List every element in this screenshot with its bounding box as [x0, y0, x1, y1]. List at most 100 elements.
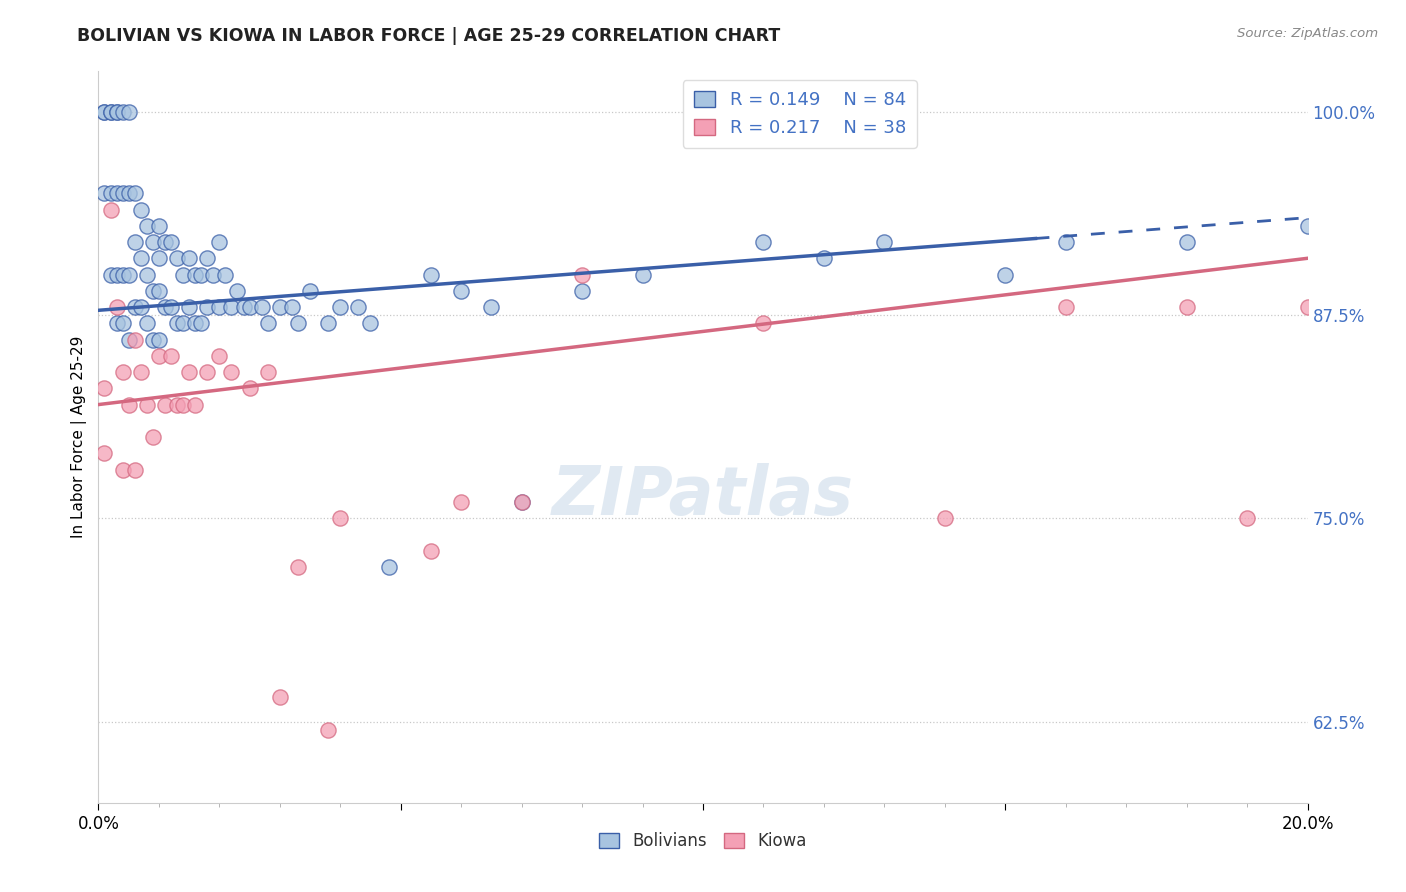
- Point: [347, 300, 370, 314]
- Point: [124, 186, 146, 201]
- Point: [934, 511, 956, 525]
- Point: [142, 333, 165, 347]
- Point: [221, 300, 243, 314]
- Point: [111, 186, 134, 201]
- Point: [111, 316, 134, 330]
- Point: [148, 284, 170, 298]
- Point: [360, 316, 382, 330]
- Point: [100, 268, 122, 282]
- Point: [111, 268, 134, 282]
- Point: [93, 446, 115, 460]
- Point: [190, 268, 212, 282]
- Point: [111, 365, 134, 379]
- Point: [142, 430, 165, 444]
- Point: [100, 105, 122, 120]
- Point: [111, 105, 134, 120]
- Point: [129, 202, 152, 217]
- Point: [118, 398, 141, 412]
- Point: [148, 333, 170, 347]
- Point: [93, 105, 115, 120]
- Point: [316, 723, 339, 737]
- Point: [299, 284, 322, 298]
- Point: [184, 268, 207, 282]
- Point: [135, 398, 157, 412]
- Point: [190, 316, 212, 330]
- Point: [510, 495, 533, 509]
- Point: [166, 398, 188, 412]
- Point: [208, 235, 231, 249]
- Point: [124, 333, 146, 347]
- Point: [316, 316, 339, 330]
- Point: [118, 268, 141, 282]
- Point: [148, 349, 170, 363]
- Point: [135, 268, 157, 282]
- Point: [93, 381, 115, 395]
- Legend: Bolivians, Kiowa: Bolivians, Kiowa: [593, 825, 813, 856]
- Point: [232, 300, 254, 314]
- Point: [1236, 511, 1258, 525]
- Point: [105, 186, 128, 201]
- Point: [450, 284, 472, 298]
- Point: [202, 268, 225, 282]
- Point: [153, 235, 176, 249]
- Point: [208, 349, 231, 363]
- Point: [269, 300, 291, 314]
- Point: [1054, 300, 1077, 314]
- Point: [105, 105, 128, 120]
- Point: [1054, 235, 1077, 249]
- Point: [118, 105, 141, 120]
- Point: [166, 316, 188, 330]
- Point: [93, 186, 115, 201]
- Point: [179, 252, 201, 266]
- Point: [377, 560, 399, 574]
- Point: [329, 300, 352, 314]
- Point: [184, 316, 207, 330]
- Point: [160, 300, 183, 314]
- Point: [172, 316, 194, 330]
- Point: [105, 268, 128, 282]
- Point: [129, 252, 152, 266]
- Y-axis label: In Labor Force | Age 25-29: In Labor Force | Age 25-29: [72, 336, 87, 538]
- Point: [329, 511, 352, 525]
- Point: [195, 300, 218, 314]
- Point: [239, 381, 262, 395]
- Point: [269, 690, 291, 705]
- Point: [100, 186, 122, 201]
- Point: [142, 284, 165, 298]
- Point: [287, 560, 309, 574]
- Point: [160, 235, 183, 249]
- Point: [481, 300, 503, 314]
- Point: [166, 252, 188, 266]
- Point: [420, 268, 443, 282]
- Point: [510, 495, 533, 509]
- Point: [1296, 219, 1319, 233]
- Point: [179, 300, 201, 314]
- Point: [221, 365, 243, 379]
- Point: [1175, 235, 1198, 249]
- Point: [813, 252, 835, 266]
- Text: Source: ZipAtlas.com: Source: ZipAtlas.com: [1237, 27, 1378, 40]
- Text: ZIPatlas: ZIPatlas: [553, 463, 853, 529]
- Point: [256, 365, 278, 379]
- Point: [195, 365, 218, 379]
- Point: [153, 398, 176, 412]
- Point: [172, 398, 194, 412]
- Point: [994, 268, 1017, 282]
- Point: [118, 333, 141, 347]
- Point: [571, 268, 593, 282]
- Point: [135, 316, 157, 330]
- Point: [184, 398, 207, 412]
- Point: [1296, 300, 1319, 314]
- Point: [129, 365, 152, 379]
- Point: [226, 284, 249, 298]
- Point: [256, 316, 278, 330]
- Point: [420, 544, 443, 558]
- Text: BOLIVIAN VS KIOWA IN LABOR FORCE | AGE 25-29 CORRELATION CHART: BOLIVIAN VS KIOWA IN LABOR FORCE | AGE 2…: [77, 27, 780, 45]
- Point: [148, 219, 170, 233]
- Point: [135, 219, 157, 233]
- Point: [124, 300, 146, 314]
- Point: [250, 300, 273, 314]
- Point: [172, 268, 194, 282]
- Point: [93, 105, 115, 120]
- Point: [142, 235, 165, 249]
